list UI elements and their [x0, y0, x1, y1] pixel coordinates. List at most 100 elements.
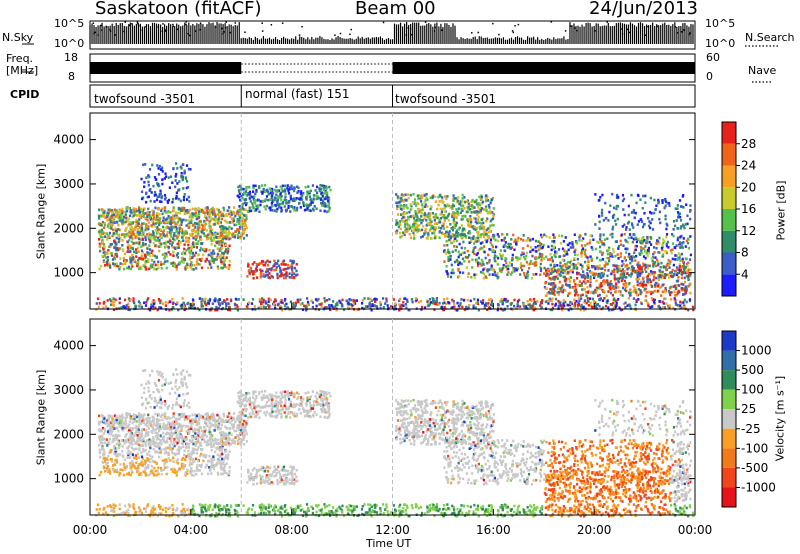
power-cell: [158, 212, 161, 216]
power-cell: [126, 240, 129, 244]
power-cell: [554, 302, 557, 306]
power-cell: [105, 260, 109, 264]
noise-mark: [137, 22, 139, 25]
power-cell: [647, 251, 650, 255]
power-cell: [181, 209, 184, 212]
power-cell: [479, 235, 483, 239]
power-cell: [293, 272, 296, 276]
power-cell: [162, 229, 166, 232]
power-cell: [420, 200, 423, 203]
power-cell: [439, 216, 443, 220]
power-cell: [644, 263, 647, 267]
power-cell: [233, 234, 237, 237]
power-cell: [533, 264, 536, 267]
power-cell: [159, 299, 162, 303]
power-cell: [499, 249, 502, 252]
power-cell: [460, 235, 463, 239]
power-cell: [167, 301, 170, 305]
power-cell: [194, 226, 197, 229]
power-cell: [506, 233, 509, 236]
power-cell: [645, 276, 648, 279]
power-cell: [158, 245, 161, 249]
power-cell: [218, 255, 221, 259]
power-cell: [451, 306, 454, 309]
power-cell: [622, 244, 625, 248]
power-cell: [161, 166, 164, 169]
power-cell: [631, 240, 634, 244]
power-cell: [589, 234, 592, 237]
power-cell: [657, 278, 660, 282]
power-cell: [168, 231, 172, 234]
power-cell: [416, 216, 419, 219]
power-cell: [117, 240, 120, 244]
power-cell: [161, 195, 164, 198]
power-cell: [655, 242, 658, 245]
noise-mark: [223, 31, 225, 33]
power-cell: [687, 246, 691, 250]
power-cell: [673, 272, 676, 276]
power-cell: [262, 273, 265, 276]
power-cell: [676, 236, 680, 240]
power-cell: [183, 212, 186, 216]
power-cell: [418, 229, 422, 232]
power-cell: [250, 302, 254, 305]
power-cell: [163, 257, 166, 260]
power-cell: [124, 213, 127, 216]
power-cell: [447, 258, 450, 261]
power-cell: [156, 216, 160, 220]
power-cell: [458, 271, 462, 274]
power-cell: [280, 299, 283, 302]
power-cell: [138, 208, 141, 212]
power-cell: [515, 268, 518, 272]
power-cell: [428, 297, 432, 301]
power-cell: [174, 222, 177, 226]
power-cell: [115, 262, 119, 266]
power-cell: [475, 253, 478, 257]
power-cell: [205, 209, 208, 212]
power-cell: [106, 259, 109, 262]
power-cell: [465, 266, 469, 269]
power-cell: [544, 294, 547, 297]
power-cell: [129, 236, 132, 239]
power-cell: [315, 194, 318, 197]
noise-mark: [185, 21, 187, 23]
power-cell: [667, 246, 670, 249]
power-cell: [268, 198, 271, 202]
power-cell: [225, 302, 228, 306]
power-cell: [225, 213, 228, 216]
noise-mark: [498, 33, 500, 36]
power-cell: [115, 264, 118, 268]
power-cell: [621, 294, 624, 297]
power-cell: [228, 266, 231, 270]
power-cell: [430, 237, 433, 240]
power-cell: [519, 273, 522, 276]
power-cell: [222, 237, 225, 241]
power-cell: [129, 298, 132, 302]
power-cell: [648, 264, 651, 268]
power-cell: [503, 236, 507, 240]
power-cell: [564, 269, 567, 272]
power-cell: [159, 228, 162, 231]
power-cell: [637, 272, 640, 276]
power-cell: [104, 250, 107, 254]
power-cell: [507, 242, 510, 246]
power-cell: [155, 211, 159, 215]
power-cell: [293, 208, 296, 212]
power-cell: [647, 272, 651, 276]
power-cell: [420, 221, 423, 225]
noise-mark: [128, 24, 130, 27]
power-cell: [319, 209, 322, 212]
power-cell: [293, 206, 296, 209]
power-cell: [653, 251, 656, 254]
power-cell: [323, 202, 326, 205]
power-cell: [153, 260, 156, 264]
power-cell: [169, 211, 172, 214]
power-cell: [629, 256, 632, 260]
power-cell: [519, 256, 522, 260]
power-cell: [637, 271, 640, 274]
power-cell: [197, 206, 200, 210]
power-cell: [252, 184, 255, 188]
power-cell: [469, 204, 472, 207]
power-cell: [157, 228, 161, 231]
power-cell: [485, 240, 488, 243]
